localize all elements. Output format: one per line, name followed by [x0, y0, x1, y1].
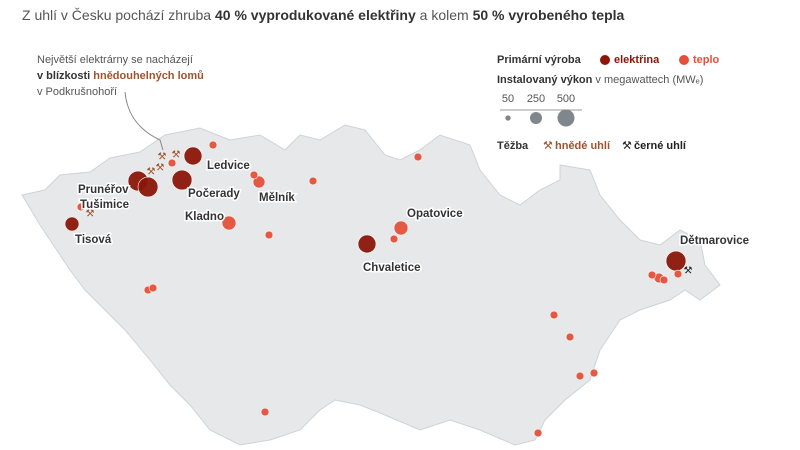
plant-bubble — [171, 169, 193, 191]
mine-icon: ⚒ — [172, 150, 181, 161]
legend-title: Těžba — [497, 140, 529, 152]
legend-swatch — [600, 55, 610, 65]
plant-bubble — [137, 176, 159, 198]
legend-label: hnědé uhlí — [555, 140, 611, 152]
legend-label: černé uhlí — [634, 140, 687, 152]
plant-bubble — [249, 170, 259, 180]
plant-bubble — [208, 140, 218, 150]
plant-bubble — [565, 332, 575, 342]
plant-bubble — [167, 158, 177, 168]
plant-bubble — [413, 152, 423, 162]
plant-bubble — [64, 216, 80, 232]
mine-icon: ⚒ — [684, 266, 693, 277]
plant-bubble — [148, 283, 158, 293]
plant-bubble — [549, 310, 559, 320]
plant-bubble — [264, 230, 274, 240]
size-bubble — [557, 109, 575, 127]
title-part: 40 % vyprodukované elektřiny — [215, 7, 416, 23]
mining-icon: ⚒ — [543, 140, 553, 152]
plant-bubble — [357, 234, 377, 254]
plant-bubble — [183, 146, 203, 166]
plant-label: Ledvice — [207, 160, 250, 172]
plant-label: Kladno — [185, 211, 224, 223]
country-outline — [21, 124, 721, 446]
title-part: a kolem — [416, 7, 473, 23]
mining-icon: ⚒ — [622, 140, 632, 152]
title-part: 50 % vyrobeného tepla — [473, 7, 625, 23]
plant-bubble — [673, 269, 683, 279]
legend-title: Primární výroba — [497, 54, 582, 66]
plant-label: Mělník — [259, 192, 295, 204]
plant-bubble — [665, 250, 687, 272]
plant-bubble — [221, 215, 237, 231]
plant-label: Tisová — [75, 234, 112, 246]
plant-label: Prunéřov — [78, 184, 129, 196]
annotation: v Podkrušnohoří — [37, 86, 117, 98]
mine-icon: ⚒ — [147, 167, 156, 178]
legend-swatch — [679, 55, 689, 65]
plant-bubble — [252, 175, 266, 189]
mine-icon: ⚒ — [156, 163, 165, 174]
annotation: v blízkosti hnědouhelných lomů — [37, 70, 204, 82]
legend-title: Instalovaný výkon v megawattech (MWₑ) — [497, 74, 703, 86]
title: Z uhlí v Česku pochází zhruba 40 % vypro… — [22, 7, 625, 23]
annotation-leader — [124, 91, 164, 151]
annotation: Největší elektrárny se nacházejí — [37, 54, 193, 66]
plant-bubble — [659, 275, 669, 285]
plant-bubble — [647, 270, 657, 280]
size-bubble — [529, 111, 543, 125]
mine-icon: ⚒ — [158, 152, 167, 163]
plant-label: Dětmarovice — [680, 235, 749, 247]
plant-bubble — [260, 407, 270, 417]
size-label: 500 — [557, 93, 575, 105]
title-part: Z uhlí v Česku pochází zhruba — [22, 7, 215, 23]
plant-bubble — [589, 368, 599, 378]
plant-label: Tušimice — [80, 199, 129, 211]
plant-bubble — [76, 202, 86, 212]
plant-bubble — [393, 220, 409, 236]
mine-icon: ⚒ — [86, 209, 95, 220]
size-label: 50 — [502, 93, 514, 105]
plant-bubble — [308, 176, 318, 186]
size-bubble — [505, 115, 511, 121]
plant-label: Opatovice — [407, 208, 463, 220]
plant-label: Počerady — [188, 188, 240, 200]
plant-label: Chvaletice — [363, 262, 421, 274]
legend-label: elektřina — [614, 54, 660, 66]
plant-bubble — [533, 428, 543, 438]
plant-bubble — [575, 371, 585, 381]
plant-bubble — [389, 234, 399, 244]
size-label: 250 — [527, 93, 545, 105]
legend-label: teplo — [693, 54, 720, 66]
